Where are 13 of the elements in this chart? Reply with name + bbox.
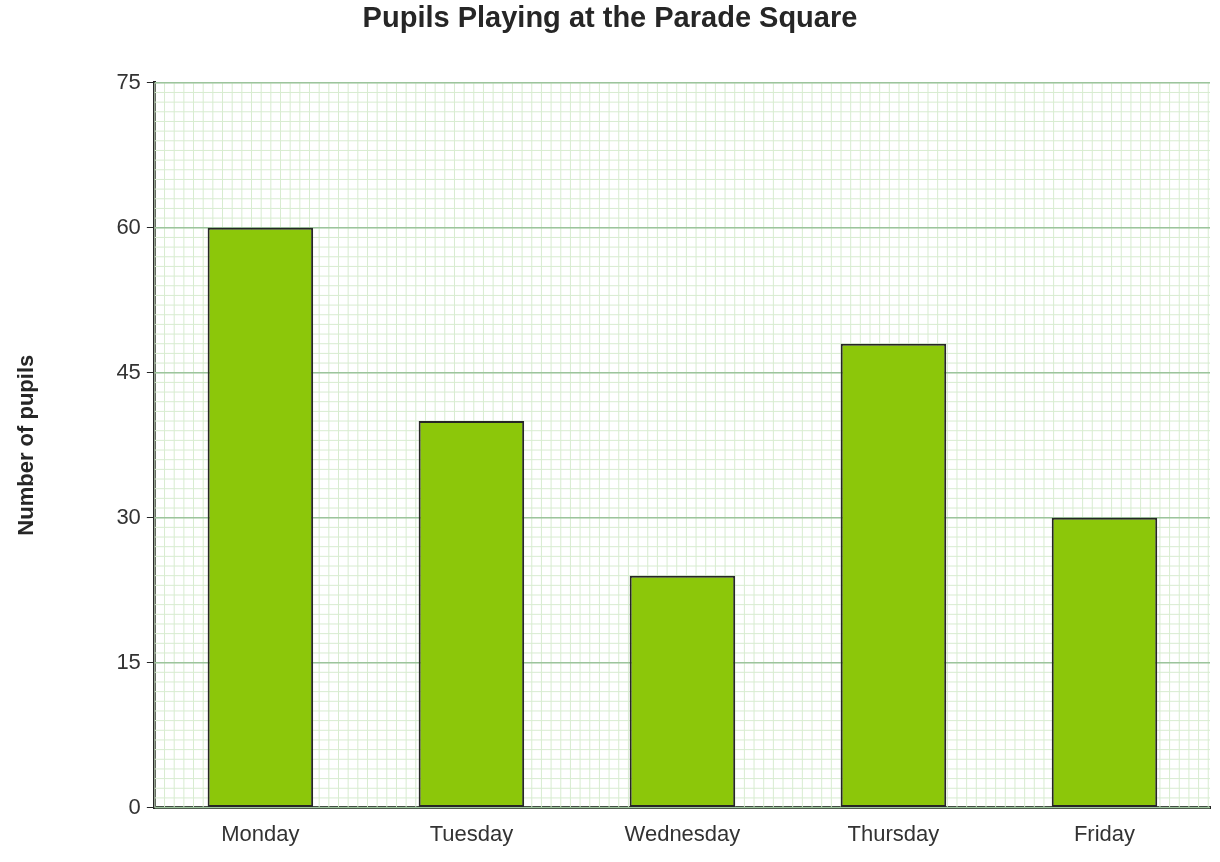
x-tick-label: Tuesday (429, 820, 514, 846)
y-tick-label: 75 (116, 68, 141, 94)
y-tick-label: 15 (116, 648, 141, 674)
x-tick-label: Monday (221, 820, 300, 846)
chart-title: Pupils Playing at the Parade Square (362, 1, 858, 34)
x-tick-label: Wednesday (624, 820, 741, 846)
y-tick-label: 0 (128, 793, 141, 819)
y-axis-title: Number of pupils (13, 354, 39, 536)
x-tick-label: Thursday (847, 820, 940, 846)
y-tick-label: 30 (116, 503, 141, 529)
y-tick-label: 45 (116, 358, 141, 384)
y-tick-label: 60 (116, 213, 141, 239)
x-tick-label: Friday (1073, 820, 1136, 846)
